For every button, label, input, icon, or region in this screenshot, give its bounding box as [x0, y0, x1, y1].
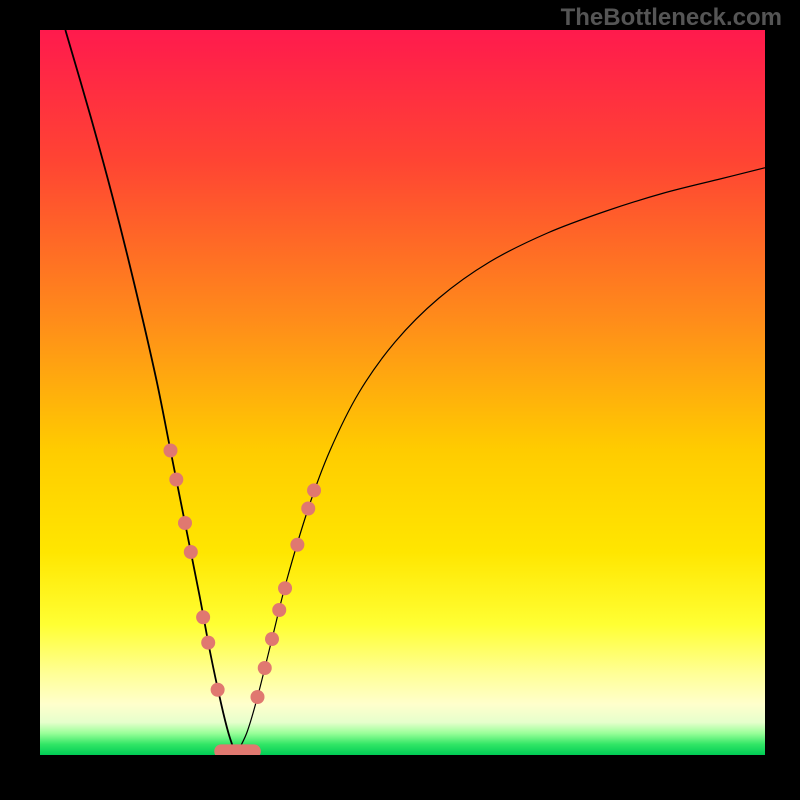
bottleneck-curve-chart — [40, 30, 765, 755]
marker-left-2 — [178, 516, 192, 530]
watermark-text: TheBottleneck.com — [561, 4, 782, 32]
chart-container: TheBottleneck.com — [0, 0, 800, 800]
marker-left-6 — [211, 683, 225, 697]
marker-right-4 — [278, 581, 292, 595]
marker-right-0 — [251, 690, 265, 704]
marker-right-2 — [265, 632, 279, 646]
marker-right-6 — [301, 502, 315, 516]
marker-left-4 — [196, 610, 210, 624]
gradient-background — [40, 30, 765, 755]
marker-left-1 — [169, 473, 183, 487]
marker-left-3 — [184, 545, 198, 559]
marker-left-0 — [164, 444, 178, 458]
marker-pill — [214, 744, 261, 755]
marker-right-3 — [272, 603, 286, 617]
plot-area — [40, 30, 765, 755]
marker-right-7 — [307, 483, 321, 497]
marker-right-1 — [258, 661, 272, 675]
marker-left-5 — [201, 636, 215, 650]
marker-right-5 — [290, 538, 304, 552]
